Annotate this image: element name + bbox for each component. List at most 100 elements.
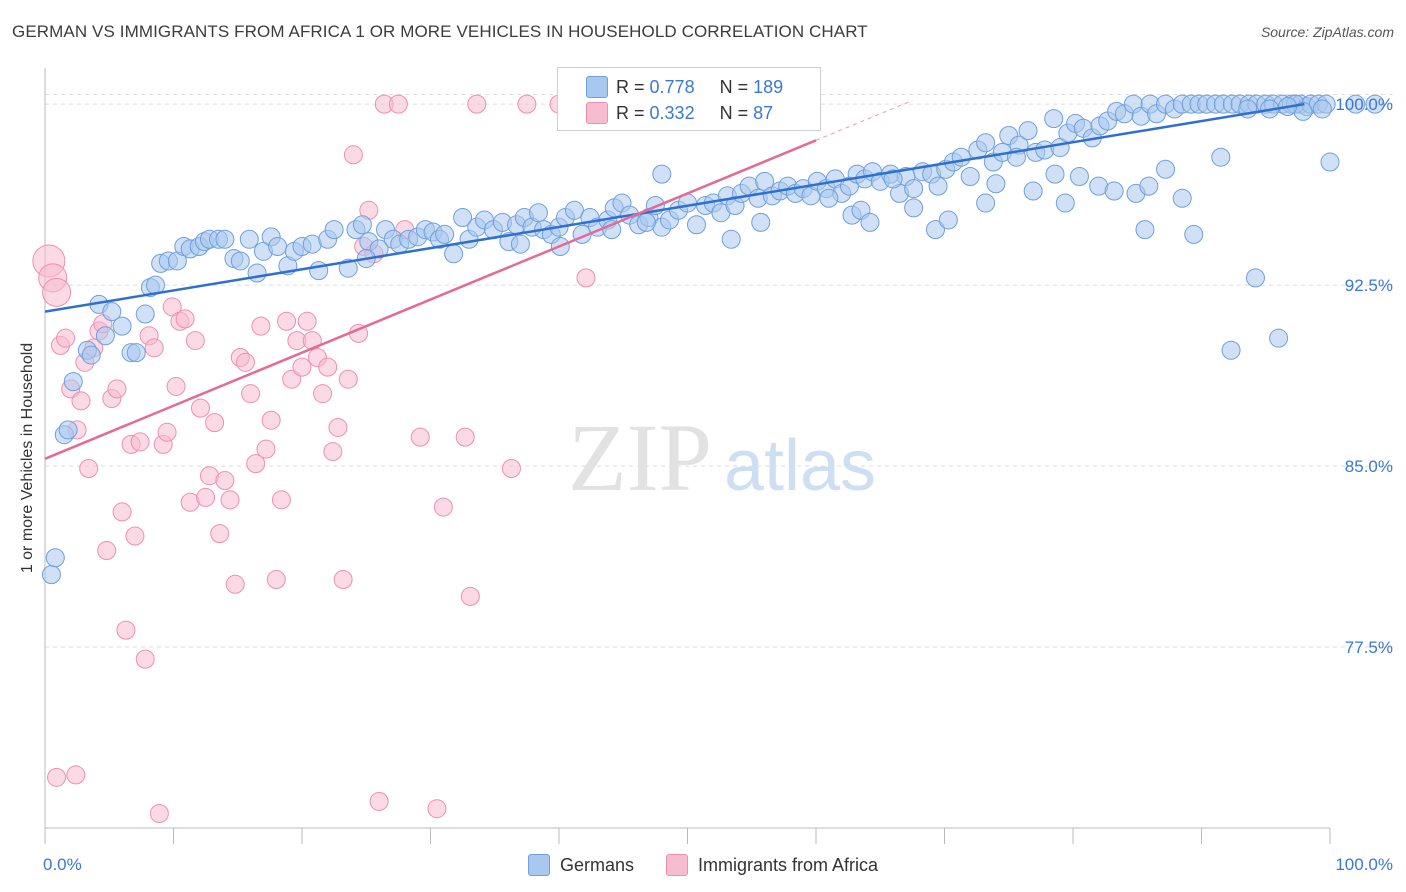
data-point-germans: [751, 212, 771, 232]
legend-item-immigrants[interactable]: Immigrants from Africa: [665, 854, 879, 876]
data-point-germans: [976, 193, 996, 213]
data-point-germans: [928, 176, 948, 196]
data-point-immigrants: [144, 338, 164, 358]
data-point-immigrants: [79, 458, 99, 478]
data-point-germans: [45, 548, 65, 568]
data-point-germans: [883, 169, 903, 189]
data-point-germans: [126, 343, 146, 363]
data-point-germans: [860, 212, 880, 232]
data-point-germans: [352, 215, 372, 235]
data-point-immigrants: [190, 398, 210, 418]
data-point-immigrants: [328, 417, 348, 437]
r-label: R =: [616, 76, 645, 97]
data-point-germans: [1312, 99, 1332, 119]
tick-labels: 77.5% 85.0% 92.5% 100.0% 0.0% 100.0%: [43, 95, 1393, 874]
r-value-germans: 0.778: [649, 76, 695, 97]
data-point-germans: [1139, 176, 1159, 196]
data-point-immigrants: [157, 422, 177, 442]
data-point-germans: [215, 229, 235, 249]
data-point-germans: [95, 326, 115, 346]
trend-extension-immigrants: [815, 99, 913, 141]
data-point-germans: [268, 236, 288, 256]
x-tick-label-max: 100.0%: [1335, 855, 1393, 874]
data-point-immigrants: [66, 765, 86, 785]
data-point-germans: [951, 147, 971, 167]
data-point-germans: [1156, 159, 1176, 179]
data-point-immigrants: [576, 268, 596, 288]
data-point-immigrants: [166, 376, 186, 396]
data-point-germans: [1184, 224, 1204, 244]
data-point-germans: [338, 258, 358, 278]
n-value-immigrants: 87: [753, 102, 774, 123]
legend-swatch-germans: [527, 854, 550, 876]
data-point-immigrants: [149, 804, 169, 824]
source-label: Source: ZipAtlas.com: [1260, 24, 1394, 40]
data-point-immigrants: [185, 331, 205, 351]
data-point-immigrants: [427, 799, 447, 819]
data-point-immigrants: [338, 369, 358, 389]
data-point-germans: [1221, 340, 1241, 360]
r-value-immigrants: 0.332: [649, 102, 695, 123]
data-point-germans: [81, 345, 101, 365]
data-point-germans: [112, 316, 132, 336]
data-point-immigrants: [56, 328, 76, 348]
data-point-germans: [686, 215, 706, 235]
data-point-germans: [1269, 328, 1289, 348]
data-point-germans: [986, 174, 1006, 194]
data-point-immigrants: [107, 379, 127, 399]
data-point-germans: [926, 220, 946, 240]
watermark-atlas: atlas: [724, 426, 876, 506]
data-point-germans: [369, 239, 389, 259]
n-label: N =: [719, 76, 749, 97]
data-point-immigrants: [455, 427, 475, 447]
data-point-immigrants: [467, 94, 487, 114]
legend-item-germans[interactable]: Germans: [527, 854, 634, 876]
data-point-immigrants: [501, 458, 521, 478]
data-point-immigrants: [112, 502, 132, 522]
data-point-immigrants: [343, 145, 363, 165]
data-point-germans: [528, 203, 548, 223]
legend-swatch-immigrants: [665, 854, 688, 876]
data-point-germans: [904, 179, 924, 199]
data-point-immigrants: [235, 352, 255, 372]
series-immigrants-points: [32, 94, 768, 824]
r-label: R =: [616, 102, 645, 123]
data-point-immigrants: [313, 384, 333, 404]
data-point-germans: [1055, 193, 1075, 213]
data-point-immigrants: [333, 569, 353, 589]
trend-line-germans: [44, 102, 1305, 313]
data-point-immigrants: [135, 649, 155, 669]
data-point-germans: [652, 164, 672, 184]
data-point-immigrants: [205, 413, 225, 433]
legend-swatch-pink: [586, 102, 608, 124]
data-point-germans: [636, 212, 656, 232]
data-point-germans: [819, 188, 839, 208]
data-point-germans: [444, 244, 464, 264]
data-point-immigrants: [116, 620, 136, 640]
data-point-immigrants: [297, 311, 317, 331]
data-point-immigrants: [175, 309, 195, 329]
data-point-germans: [1211, 147, 1231, 167]
data-point-immigrants: [130, 432, 150, 452]
data-point-immigrants: [369, 791, 389, 811]
data-point-germans: [453, 208, 473, 228]
data-point-germans: [102, 302, 122, 322]
data-point-germans: [1245, 268, 1265, 288]
y-tick-label: 92.5%: [1345, 276, 1393, 295]
data-point-germans: [1044, 109, 1064, 129]
y-tick-label: 77.5%: [1345, 638, 1393, 657]
data-point-immigrants: [256, 439, 276, 459]
data-point-germans: [938, 210, 958, 230]
y-tick-label: 100.0%: [1335, 95, 1393, 114]
data-point-germans: [1104, 181, 1124, 201]
data-point-immigrants: [225, 574, 245, 594]
data-point-immigrants: [292, 357, 312, 377]
data-point-germans: [239, 229, 259, 249]
data-point-germans: [58, 420, 78, 440]
data-point-germans: [324, 220, 344, 240]
data-point-germans: [510, 234, 530, 254]
data-point-immigrants: [323, 442, 343, 462]
data-point-germans: [1172, 188, 1192, 208]
legend-label-immigrants: Immigrants from Africa: [697, 854, 879, 875]
